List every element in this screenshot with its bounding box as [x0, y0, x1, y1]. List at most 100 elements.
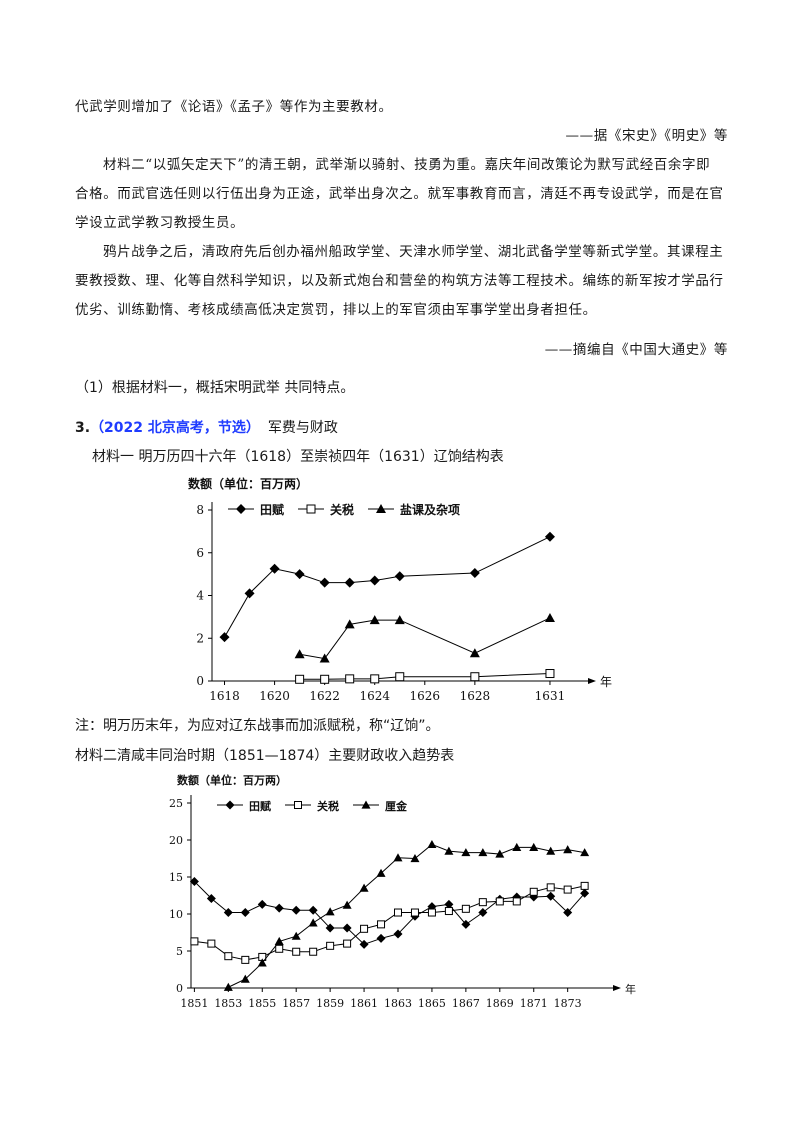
x-tick-label: 1851 — [180, 997, 208, 1010]
x-tick-label: 1869 — [486, 997, 514, 1010]
data-point — [206, 893, 216, 903]
y-tick-label: 2 — [196, 631, 204, 645]
data-point — [495, 897, 504, 906]
data-point — [319, 577, 330, 588]
data-point — [444, 907, 453, 916]
y-tick-label: 6 — [196, 546, 204, 560]
y-tick-label: 5 — [176, 945, 183, 958]
data-point — [544, 531, 555, 542]
data-point — [344, 619, 355, 629]
data-point — [275, 944, 284, 953]
text-line: 材料二“以弧矢定天下”的清王朝，武举渐以骑射、技勇为重。嘉庆年间改策论为默写武经… — [103, 157, 711, 173]
data-point — [223, 908, 233, 918]
source-citation: ——摘编自《中国大通史》等 — [544, 342, 728, 358]
x-tick-label: 1855 — [248, 997, 276, 1010]
data-point — [325, 923, 335, 933]
y-axis-label: 数额（单位：百万两） — [177, 773, 287, 787]
data-point — [295, 674, 305, 684]
data-point — [394, 908, 402, 917]
data-point — [369, 575, 380, 586]
x-tick-label: 1861 — [350, 997, 378, 1010]
data-point — [478, 898, 487, 907]
data-point — [342, 923, 352, 933]
data-point — [308, 905, 318, 915]
y-tick-label: 0 — [176, 982, 183, 995]
legend-label: 田赋 — [249, 799, 271, 813]
text-line: 合格。而武官选任则以行伍出身为正途，武举出身次之。就军事教育而言，清廷不再专设武… — [75, 186, 724, 202]
data-point — [393, 853, 403, 862]
chart-caption: 材料二清咸丰同治时期（1851—1874）主要财政收入趋势表 — [75, 748, 455, 764]
y-tick-label: 0 — [196, 674, 204, 688]
data-point — [294, 569, 305, 580]
data-point — [189, 876, 199, 886]
legend-marker — [294, 801, 302, 809]
data-point — [320, 674, 330, 684]
chart-liaoxiang: 数额（单位：百万两） 年 0 2 4 6 8 1618 1620 1622 1624 1626 1628… — [188, 476, 612, 703]
series-line — [299, 617, 551, 660]
data-point — [470, 672, 480, 682]
data-point — [394, 615, 405, 625]
data-point — [529, 842, 539, 851]
x-tick-label: 1871 — [520, 997, 548, 1010]
data-point — [223, 982, 233, 991]
data-point — [207, 939, 216, 948]
data-point — [257, 899, 267, 909]
x-axis-arrow — [588, 678, 596, 684]
data-point — [376, 933, 386, 943]
data-point — [274, 903, 284, 913]
x-tick-label: 1618 — [209, 689, 240, 703]
data-point — [219, 632, 230, 643]
data-point — [512, 897, 521, 906]
x-axis-unit: 年 — [600, 675, 612, 689]
data-point — [393, 929, 403, 939]
chart-note: 注：明万历末年，为应对辽东战事而加派赋税，称“辽饷”。 — [75, 718, 440, 734]
source-citation: ——据《宋史》《明史》等 — [565, 128, 728, 144]
legend-label: 田赋 — [260, 502, 284, 517]
data-point — [546, 883, 555, 892]
x-tick-label: 1859 — [316, 997, 344, 1010]
data-point — [376, 868, 386, 877]
legend-label: 关税 — [317, 799, 339, 813]
data-point — [394, 571, 405, 582]
data-point — [308, 918, 318, 927]
data-point — [427, 908, 436, 917]
data-point — [377, 920, 386, 929]
series-line — [224, 536, 551, 638]
y-tick-label: 20 — [169, 834, 183, 847]
text-line: 鸦片战争之后，清政府先后创办福州船政学堂、天津水师学堂、湖北武备学堂等新式学堂。… — [103, 244, 724, 260]
data-point — [360, 924, 369, 933]
data-point — [294, 649, 305, 659]
data-point — [240, 908, 250, 918]
x-tick-label: 1867 — [452, 997, 480, 1010]
x-tick-label: 1863 — [384, 997, 412, 1010]
data-point — [546, 891, 556, 901]
legend-marker — [225, 800, 235, 810]
y-tick-label: 15 — [169, 871, 183, 884]
data-point — [410, 908, 419, 917]
data-point — [563, 908, 573, 918]
data-point — [580, 848, 590, 857]
chart-caption: 材料一 明万历四十六年（1618）至崇祯四年（1631）辽饷结构表 — [92, 449, 504, 465]
question-title: 军费与财政 — [267, 420, 338, 436]
data-point — [444, 846, 454, 855]
x-tick-label: 1873 — [554, 997, 582, 1010]
text-line: 优劣、训练勤惰、考核成绩高低决定赏罚，排以上的军官须由军事学堂出身者担任。 — [75, 302, 597, 318]
data-point — [274, 936, 284, 945]
x-tick-label: 1626 — [410, 689, 441, 703]
data-point — [240, 974, 250, 983]
data-point — [319, 653, 330, 663]
text-line: 学设立武学教习教授生员。 — [75, 215, 245, 231]
x-axis-arrow — [613, 985, 621, 991]
y-tick-label: 10 — [169, 908, 183, 921]
data-point — [469, 568, 480, 579]
x-tick-label: 1622 — [309, 689, 340, 703]
data-point — [469, 648, 480, 658]
data-point — [309, 947, 318, 956]
series-line — [194, 881, 586, 945]
data-point — [325, 907, 335, 916]
data-point — [427, 839, 437, 849]
data-point — [563, 885, 572, 894]
data-point — [444, 899, 454, 909]
data-point — [241, 955, 250, 964]
legend-marker — [236, 504, 246, 514]
